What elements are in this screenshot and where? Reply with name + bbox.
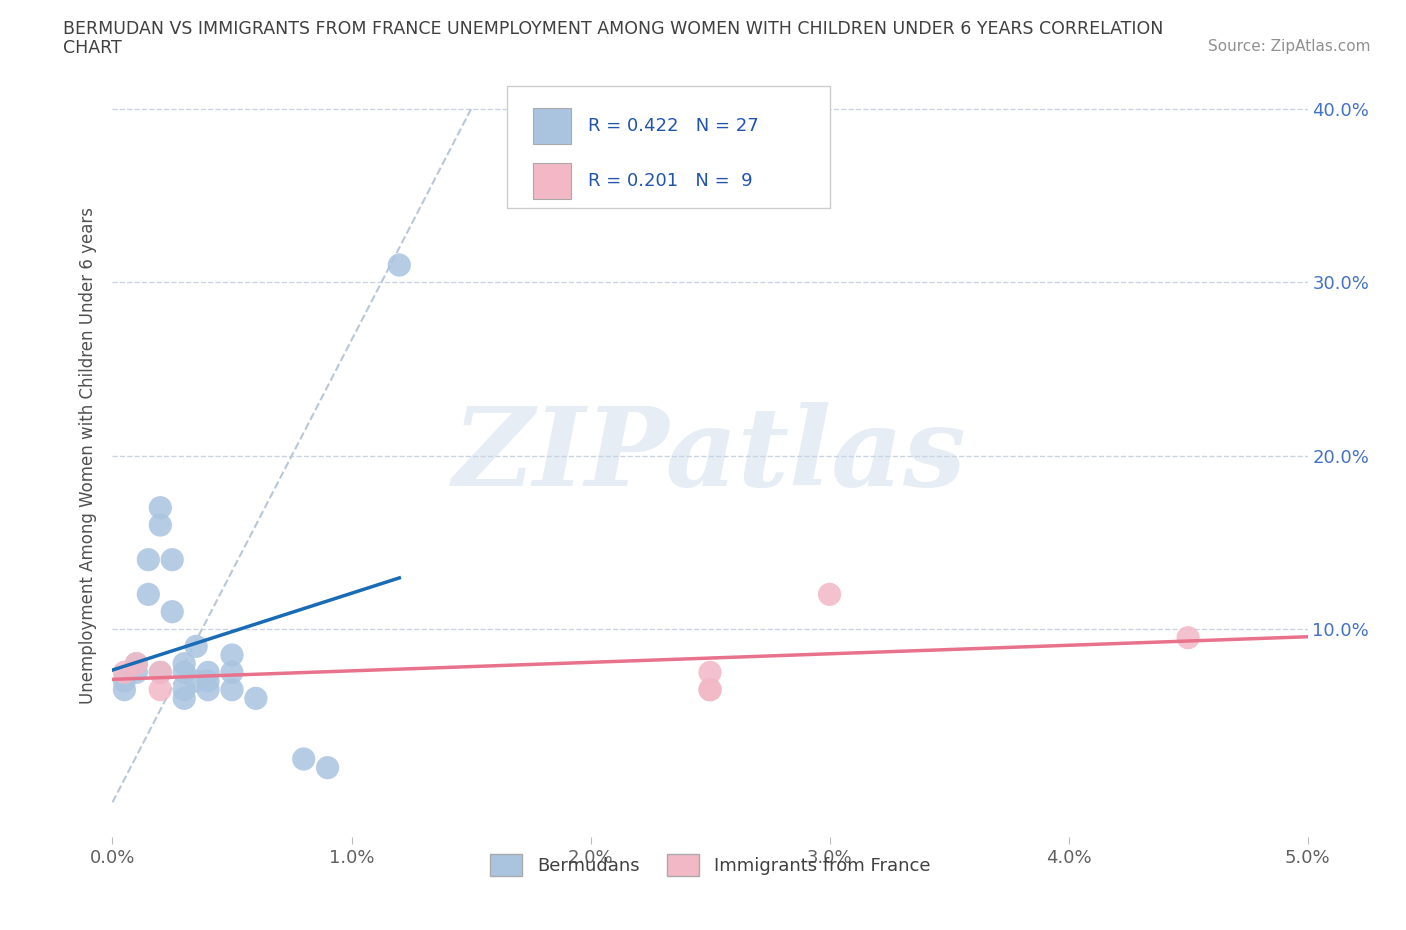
Point bbox=[162, 552, 183, 567]
Legend: Bermudans, Immigrants from France: Bermudans, Immigrants from France bbox=[481, 845, 939, 885]
Text: BERMUDAN VS IMMIGRANTS FROM FRANCE UNEMPLOYMENT AMONG WOMEN WITH CHILDREN UNDER : BERMUDAN VS IMMIGRANTS FROM FRANCE UNEMP… bbox=[63, 20, 1164, 38]
FancyBboxPatch shape bbox=[533, 108, 571, 144]
Point bbox=[388, 258, 411, 272]
Point bbox=[316, 760, 339, 775]
Point bbox=[149, 683, 172, 698]
Text: R = 0.422   N = 27: R = 0.422 N = 27 bbox=[588, 117, 759, 135]
Point bbox=[221, 665, 243, 680]
Point bbox=[818, 587, 841, 602]
FancyBboxPatch shape bbox=[508, 86, 830, 208]
Text: R = 0.201   N =  9: R = 0.201 N = 9 bbox=[588, 172, 752, 190]
Point bbox=[699, 683, 721, 698]
Point bbox=[699, 665, 721, 680]
Text: CHART: CHART bbox=[63, 39, 122, 57]
Point bbox=[292, 751, 315, 766]
Point bbox=[149, 665, 172, 680]
Point bbox=[149, 518, 172, 533]
Point bbox=[197, 683, 219, 698]
Text: Source: ZipAtlas.com: Source: ZipAtlas.com bbox=[1208, 39, 1371, 54]
Point bbox=[1177, 631, 1199, 645]
Point bbox=[186, 639, 208, 654]
Point bbox=[245, 691, 267, 706]
Point bbox=[173, 657, 195, 671]
Point bbox=[173, 665, 195, 680]
Point bbox=[699, 683, 721, 698]
Point bbox=[221, 683, 243, 698]
Point bbox=[114, 673, 135, 688]
FancyBboxPatch shape bbox=[533, 164, 571, 199]
Point bbox=[173, 683, 195, 698]
Point bbox=[138, 552, 160, 567]
Point bbox=[125, 665, 148, 680]
Point bbox=[114, 665, 135, 680]
Point bbox=[149, 500, 172, 515]
Y-axis label: Unemployment Among Women with Children Under 6 years: Unemployment Among Women with Children U… bbox=[79, 207, 97, 704]
Point bbox=[125, 657, 148, 671]
Point bbox=[149, 665, 172, 680]
Text: ZIPatlas: ZIPatlas bbox=[453, 402, 967, 510]
Point bbox=[221, 647, 243, 662]
Point bbox=[138, 587, 160, 602]
Point bbox=[173, 691, 195, 706]
Point bbox=[114, 683, 135, 698]
Point bbox=[162, 604, 183, 619]
Point bbox=[197, 665, 219, 680]
Point bbox=[186, 673, 208, 688]
Point bbox=[197, 673, 219, 688]
Point bbox=[125, 657, 148, 671]
